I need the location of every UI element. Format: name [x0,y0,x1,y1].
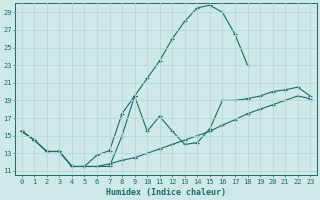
X-axis label: Humidex (Indice chaleur): Humidex (Indice chaleur) [106,188,226,197]
